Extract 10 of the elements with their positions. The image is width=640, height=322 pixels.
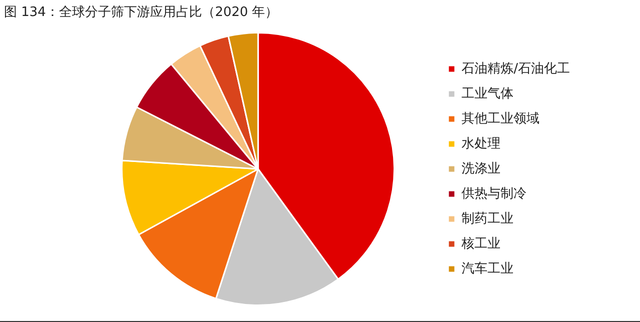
legend-label: 石油精炼/石油化工 xyxy=(462,61,570,76)
legend-label: 水处理 xyxy=(462,136,501,152)
legend-label: 供热与制冷 xyxy=(462,186,527,202)
legend-label: 其他工业领域 xyxy=(462,111,540,126)
legend-label: 汽车工业 xyxy=(462,261,514,276)
legend-label: 制药工业 xyxy=(462,211,514,226)
legend-label: 洗涤业 xyxy=(462,161,501,176)
chart-title: 图 134：全球分子筛下游应用占比（2020 年） xyxy=(4,4,278,21)
legend-label: 核工业 xyxy=(460,236,501,252)
legend-label: 工业气体 xyxy=(462,86,514,102)
